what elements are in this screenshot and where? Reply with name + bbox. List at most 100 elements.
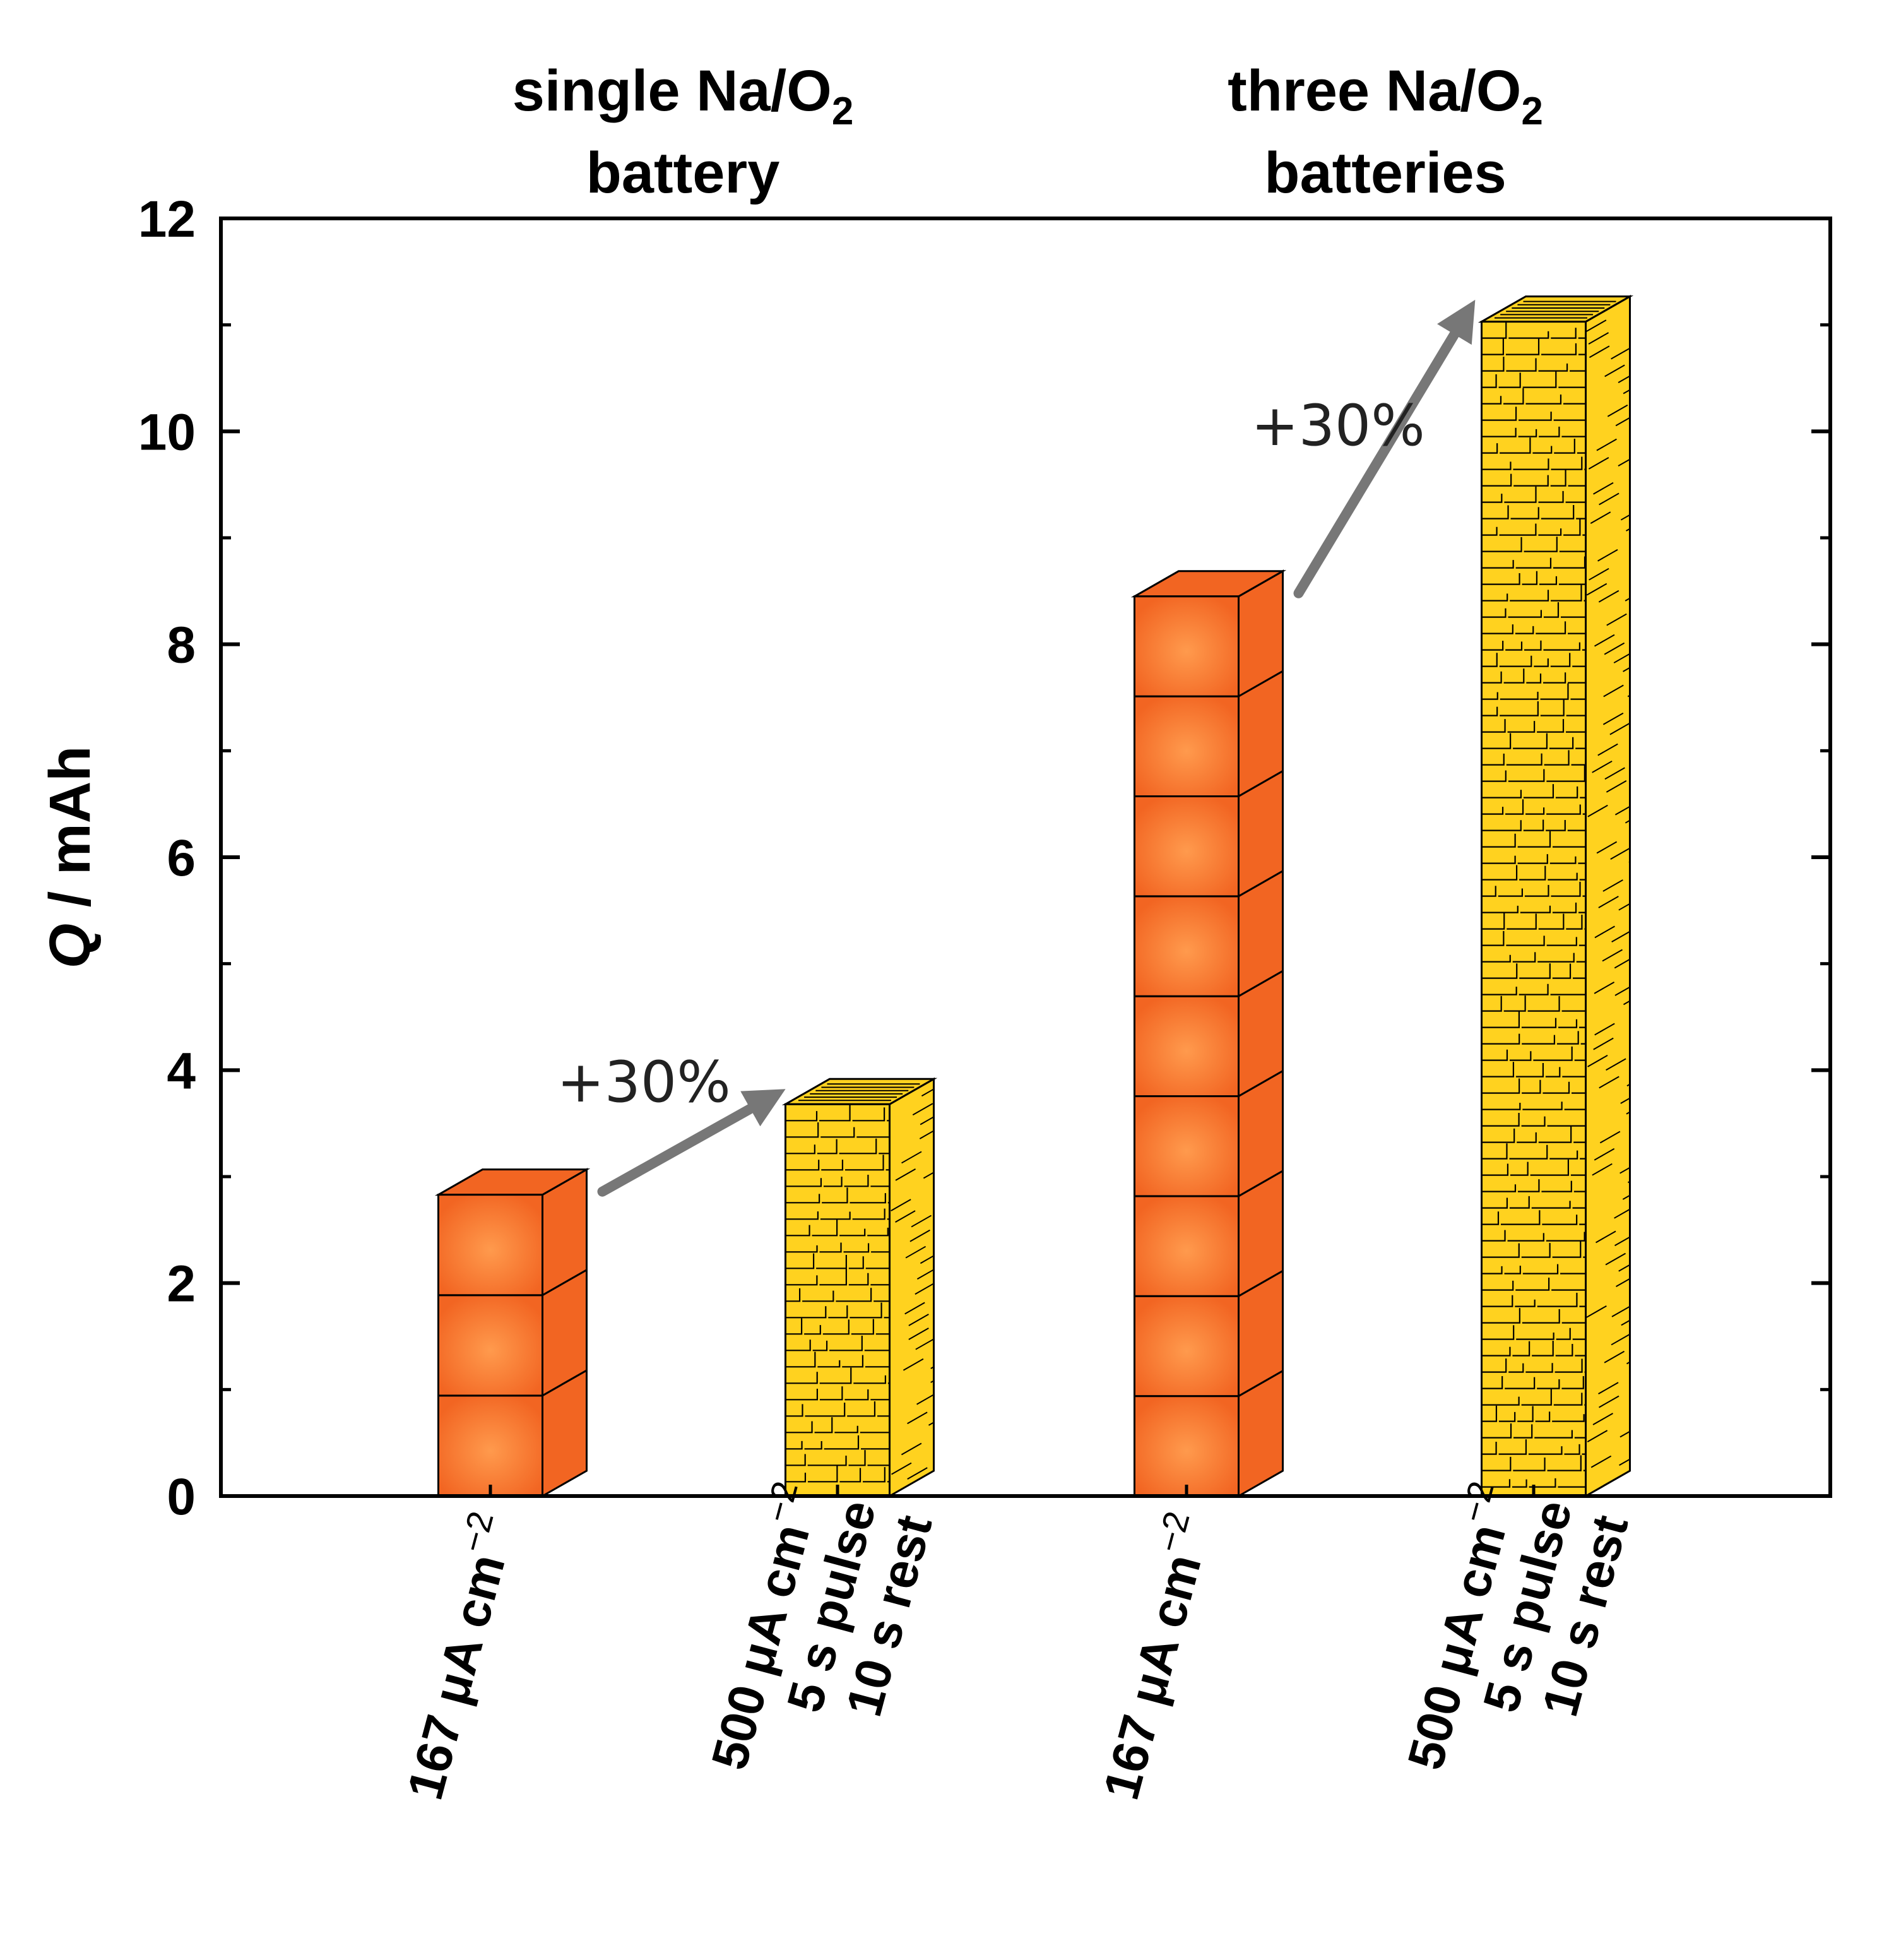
bar-cube-edge (1238, 1370, 1284, 1397)
bar-texture (863, 1467, 885, 1483)
bar-texture (1539, 576, 1558, 585)
group-subtitle-0: battery (586, 141, 780, 205)
bar-texture (1481, 1396, 1520, 1406)
bar-texture (1626, 1361, 1630, 1365)
bar-texture (1597, 743, 1618, 756)
bar-texture (1553, 405, 1587, 421)
bar-texture (1542, 1081, 1570, 1094)
bar-texture (891, 1199, 911, 1211)
bar-texture (820, 1127, 855, 1138)
bar-cube-face (437, 1294, 543, 1397)
bar-texture (1541, 1180, 1572, 1192)
bar-texture (836, 1288, 872, 1302)
bar-texture (1481, 930, 1505, 946)
bar-texture (1623, 1000, 1630, 1006)
bar-texture (839, 1228, 866, 1237)
bar-texture (819, 1242, 842, 1253)
bar-texture (907, 1411, 928, 1425)
bar-texture (1523, 819, 1544, 831)
bar-texture (1481, 322, 1507, 339)
bar-cube-edge (1238, 1269, 1284, 1297)
bar-texture (1552, 1241, 1582, 1258)
bar-texture (848, 1256, 864, 1269)
bar-texture (1598, 590, 1619, 603)
bar-texture (1481, 1103, 1521, 1110)
bar-texture (1602, 949, 1623, 962)
bar-texture (843, 1243, 870, 1253)
bar-texture (1538, 490, 1564, 503)
bar-texture (839, 1468, 862, 1483)
bar-texture (848, 1450, 866, 1466)
bar-texture (1554, 439, 1575, 454)
bar-texture (1481, 1033, 1520, 1045)
y-axis-unit: / mAh (38, 746, 102, 924)
bar-texture (1481, 427, 1517, 437)
bar-texture (785, 1440, 803, 1450)
bar-texture (1576, 949, 1587, 963)
bar-texture (1604, 642, 1625, 655)
bar-texture (1538, 913, 1565, 930)
bar-texture (1481, 1325, 1515, 1340)
bar-texture (847, 1401, 876, 1417)
bar-texture (1481, 886, 1496, 897)
bar-texture (1537, 719, 1565, 733)
bar-texture (1549, 1150, 1578, 1160)
bar-texture (1538, 363, 1568, 372)
bar-texture (1599, 1131, 1621, 1144)
bar-texture (865, 1256, 891, 1269)
bar-texture (1512, 1341, 1531, 1357)
bar-texture (930, 1380, 934, 1383)
bar-texture (1584, 918, 1587, 930)
bar-texture (1620, 514, 1630, 521)
bar-texture (1594, 925, 1615, 939)
bar-texture (1566, 725, 1587, 733)
bar-texture (1481, 1078, 1520, 1094)
bar-texture (1533, 1046, 1573, 1061)
bar-texture (1481, 954, 1511, 963)
bar-texture (1524, 640, 1542, 651)
bar-texture (1578, 323, 1587, 339)
bar-texture (1525, 395, 1562, 405)
bar-texture (1619, 1430, 1630, 1438)
bar-texture (1558, 573, 1587, 585)
bar-texture (1481, 593, 1508, 602)
bar-texture (904, 1302, 925, 1315)
group-title-1: three Na/O2 (1228, 59, 1543, 133)
bar-texture (1481, 1112, 1520, 1127)
bar-texture (1481, 905, 1519, 913)
bar-texture (853, 1375, 887, 1384)
bar-texture (1546, 820, 1566, 831)
bar-texture (1481, 1128, 1515, 1143)
bar-texture (1579, 871, 1587, 881)
bar-texture (1481, 1405, 1498, 1422)
bar-texture (1610, 847, 1630, 860)
category-label-2: 167 μA cm−2 (1092, 1507, 1212, 1805)
bar-texture (1481, 1346, 1511, 1357)
bar-texture (1565, 489, 1587, 503)
bar-texture (879, 1142, 891, 1155)
bar-texture (1584, 461, 1587, 470)
bar-texture (1481, 608, 1507, 618)
bar-texture (1622, 1194, 1630, 1200)
bar-texture (1504, 1266, 1521, 1274)
bar-texture (1550, 982, 1587, 995)
y-axis-symbol: Q (38, 924, 102, 969)
y-tick-label: 4 (167, 1042, 196, 1100)
bar-texture (1481, 560, 1514, 569)
bar-texture (785, 1111, 818, 1122)
bar-texture (1516, 1333, 1554, 1340)
bar-texture (871, 1240, 891, 1253)
bar-texture (1543, 642, 1581, 651)
bar-texture (873, 1286, 891, 1302)
bar-texture (1481, 855, 1516, 864)
bar-texture (1522, 571, 1538, 585)
bar-texture (1500, 437, 1531, 454)
bar-texture (1515, 1277, 1550, 1291)
bar-texture (1481, 1243, 1520, 1258)
bar-texture (1551, 328, 1577, 339)
bar-texture (1500, 701, 1539, 716)
bar-texture (915, 1283, 934, 1295)
bar-texture (1564, 1444, 1580, 1455)
